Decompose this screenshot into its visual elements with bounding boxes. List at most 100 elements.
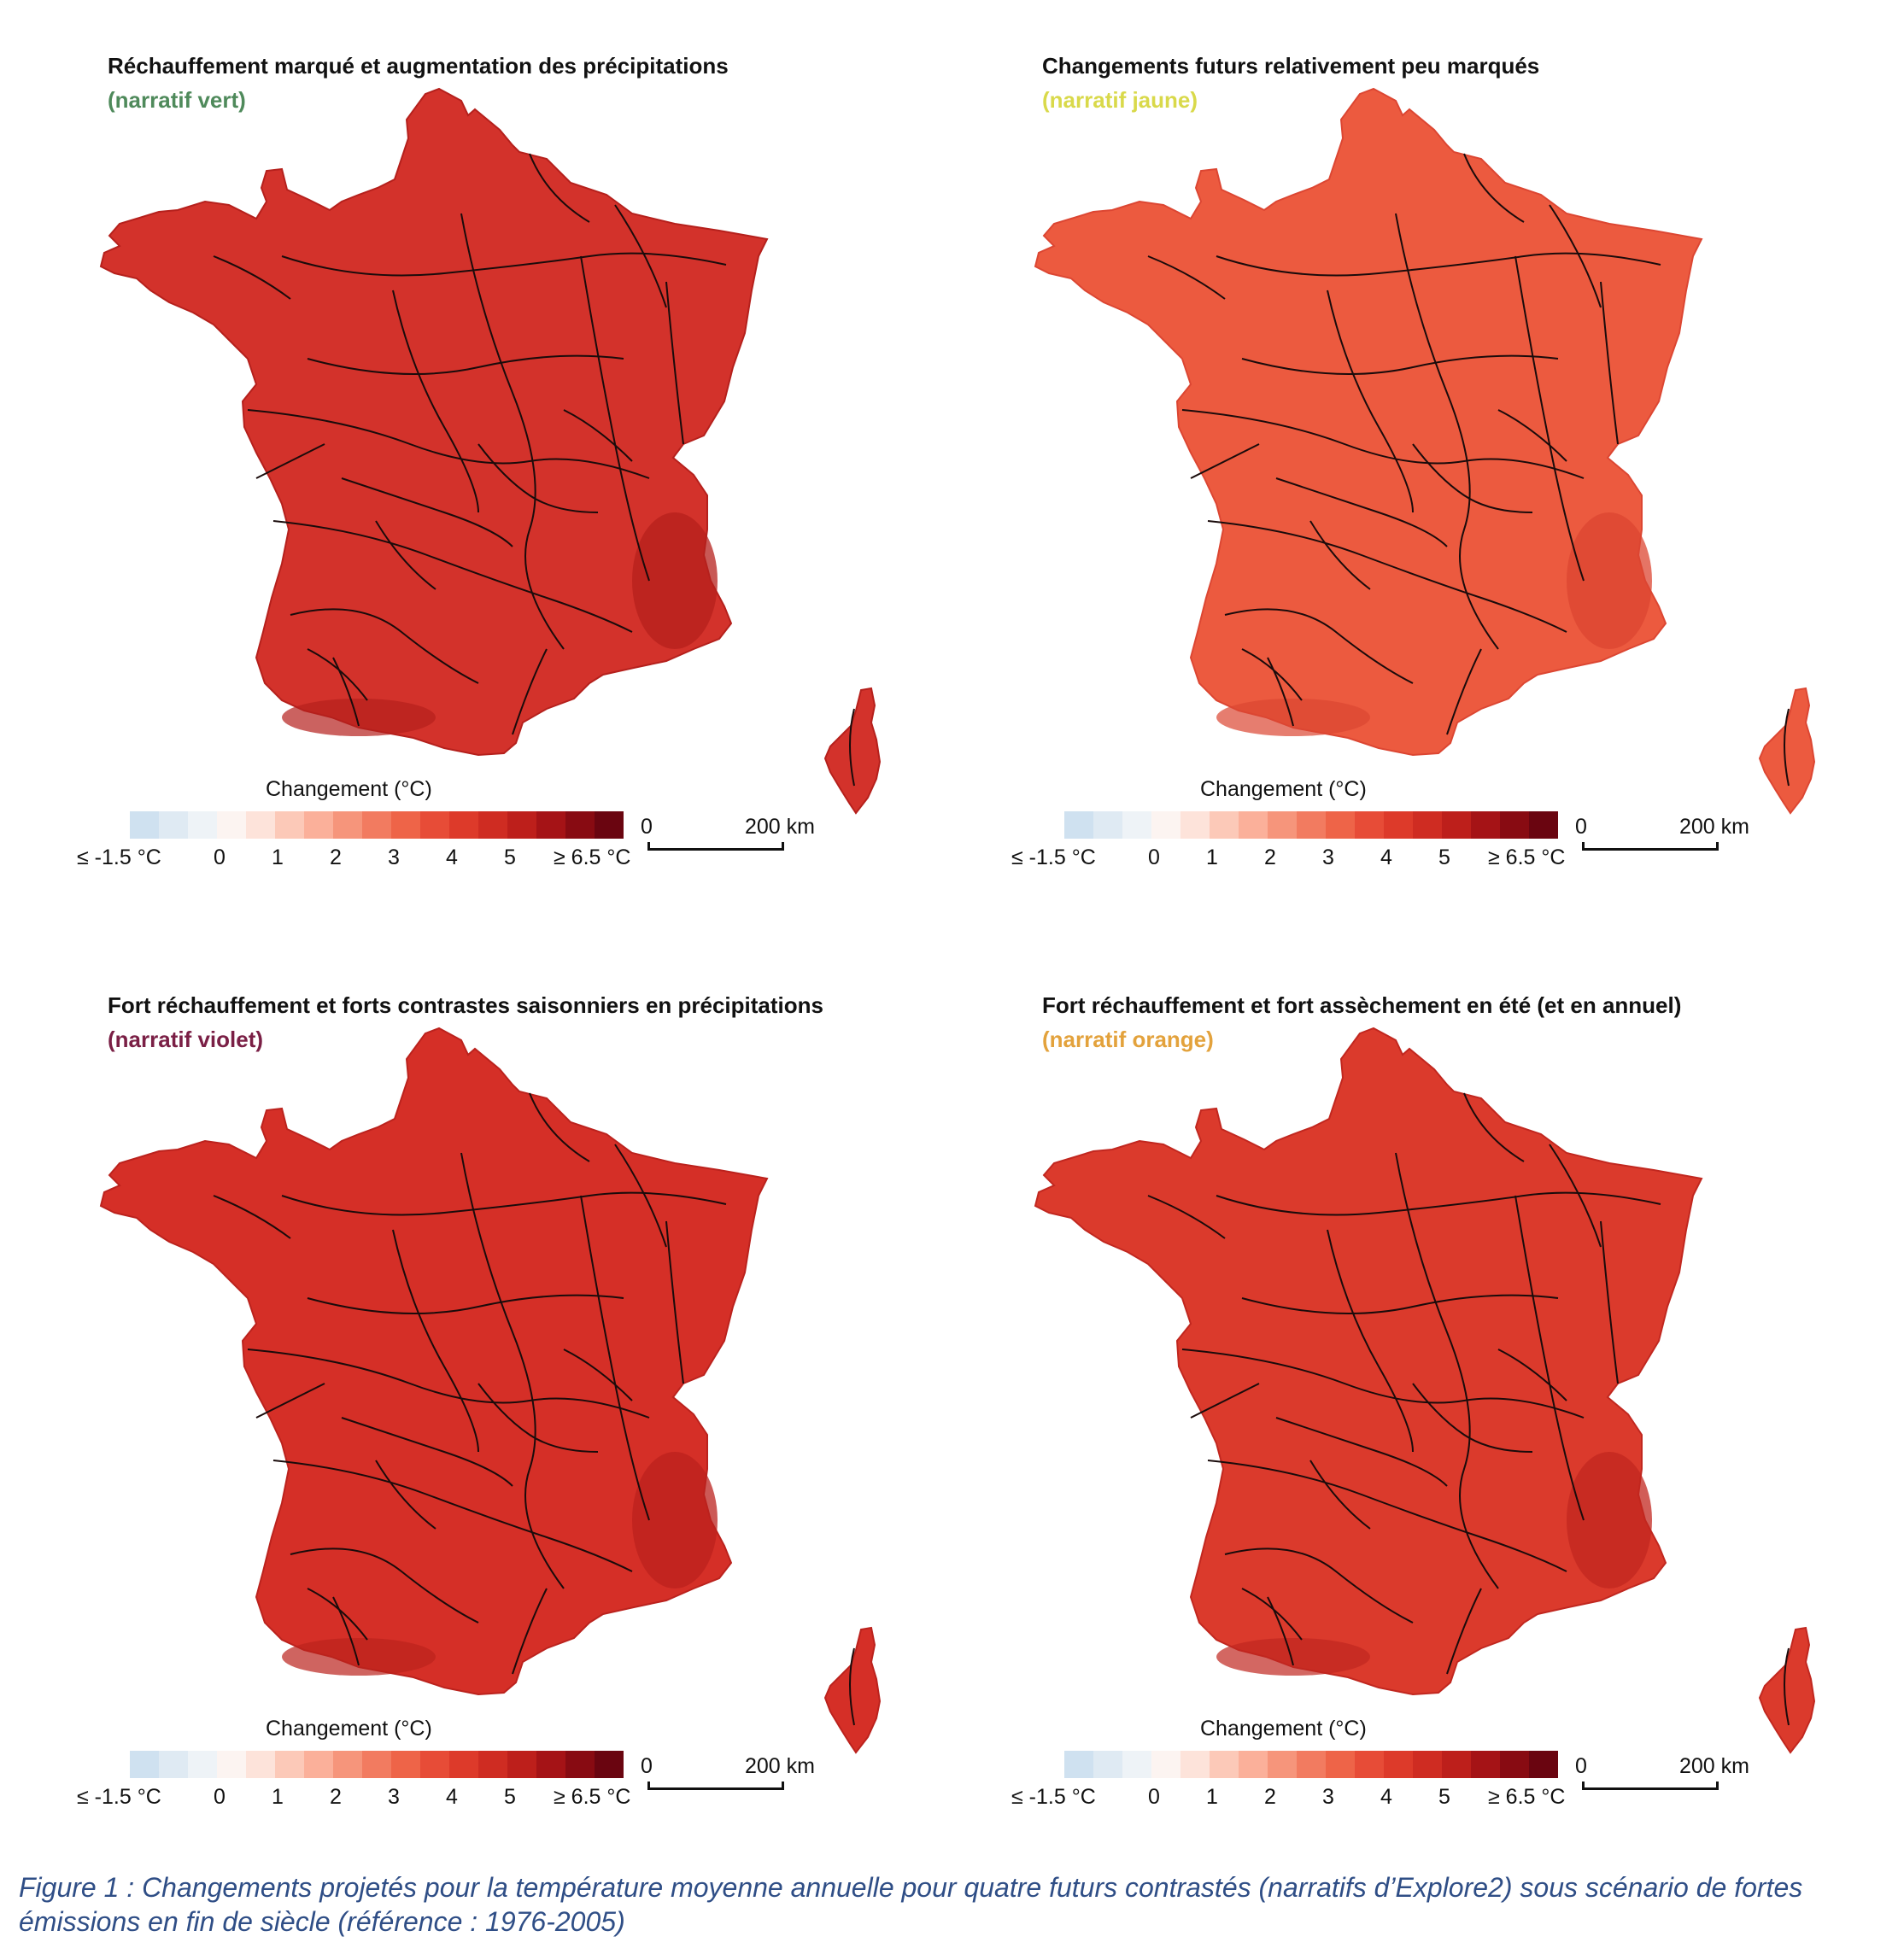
legend-tick-label: 5 (504, 1785, 516, 1809)
river-line (1514, 255, 1585, 582)
legend-swatch (246, 1751, 275, 1778)
legend-tick-label: 4 (446, 1785, 458, 1809)
legend-swatch (275, 811, 304, 839)
legend-tick-label: ≥ 6.5 °C (1488, 1785, 1566, 1809)
legend-swatch (1500, 811, 1529, 839)
river-line (1207, 1460, 1567, 1572)
river-line (290, 608, 479, 684)
legend-tick-label: 1 (272, 1785, 284, 1809)
river-line (375, 520, 436, 590)
river-line (849, 1647, 855, 1726)
legend-swatch (1442, 811, 1471, 839)
panel-title: Fort réchauffement et fort assèchement e… (1042, 992, 1682, 1018)
river-line (255, 1383, 325, 1419)
mainland-france-shape (99, 1027, 769, 1696)
legend-swatch (217, 1751, 246, 1778)
corsica-shape (823, 687, 882, 815)
legend-swatch (159, 1751, 188, 1778)
legend-swatch (391, 1751, 420, 1778)
legend-swatch (1268, 811, 1297, 839)
river-line (1309, 520, 1371, 590)
legend-swatch (1384, 811, 1413, 839)
legend-tick-label: 5 (504, 845, 516, 869)
alps-warming-zone (632, 512, 718, 649)
legend-tick-label: 4 (446, 845, 458, 869)
river-line (247, 1349, 650, 1419)
legend-swatch (1064, 811, 1093, 839)
alps-warming-zone (632, 1452, 718, 1588)
river-line (1395, 213, 1499, 650)
legend-swatch (188, 1751, 217, 1778)
river-line (272, 1460, 633, 1572)
legend-swatch (391, 811, 420, 839)
scale-zero-label: 0 (641, 815, 653, 839)
legend-tick-label: 4 (1380, 1785, 1392, 1809)
river-line (580, 1195, 650, 1521)
legend-swatch (1122, 811, 1151, 839)
legend-tick-label: 0 (214, 845, 226, 869)
river-line (614, 204, 667, 308)
legend-swatch (1413, 811, 1442, 839)
legend-swatch (1093, 811, 1122, 839)
river-line (1309, 1460, 1371, 1530)
river-line (1446, 1588, 1482, 1675)
river-line (1395, 1152, 1499, 1589)
pyrenees-warming-zone (1216, 1638, 1370, 1676)
legend-swatch (478, 811, 507, 839)
river-line (529, 1092, 590, 1162)
river-line (307, 1294, 624, 1314)
legend-tick-label: 1 (1206, 845, 1218, 869)
scale-distance-label: 200 km (1679, 815, 1749, 839)
river-line (1549, 1144, 1602, 1248)
river-line (290, 1548, 479, 1624)
river-line (1784, 708, 1790, 787)
pyrenees-warming-zone (282, 1638, 436, 1676)
river-line (1190, 1383, 1260, 1419)
panel-subtitle: (narratif violet) (108, 1027, 264, 1052)
river-line (512, 648, 548, 735)
map-panel-violet: Fort réchauffement et forts contrastes s… (0, 939, 940, 1836)
river-line (1497, 1349, 1567, 1401)
legend-swatch (536, 811, 565, 839)
river-line (477, 1383, 599, 1453)
legend-swatch (1210, 811, 1239, 839)
map-panel-orange: Fort réchauffement et fort assèchement e… (934, 939, 1874, 1836)
legend-swatch (1384, 1751, 1413, 1778)
legend-swatch (1239, 1751, 1268, 1778)
panel-title: Fort réchauffement et forts contrastes s… (108, 992, 823, 1018)
river-line (1412, 1383, 1533, 1453)
legend-swatch (507, 811, 536, 839)
legend-swatch (1326, 1751, 1355, 1778)
river-line (1549, 204, 1602, 308)
pyrenees-warming-zone (1216, 699, 1370, 736)
legend-swatch (246, 811, 275, 839)
legend-swatch (565, 1751, 595, 1778)
scale-bar (1582, 1782, 1719, 1790)
river-line (1412, 443, 1533, 513)
legend-swatch (362, 811, 391, 839)
legend-swatch (420, 1751, 449, 1778)
river-line (529, 153, 590, 223)
river-line (341, 477, 513, 547)
scale-bar (1582, 842, 1719, 851)
legend-tick-label: 3 (388, 1785, 400, 1809)
river-line (1224, 608, 1414, 684)
legend-swatch (304, 811, 333, 839)
river-line (1216, 252, 1661, 277)
river-line (1241, 354, 1559, 375)
river-line (1181, 409, 1585, 479)
legend-swatch (507, 1751, 536, 1778)
alps-warming-zone (1567, 512, 1652, 649)
legend-swatch (1297, 811, 1326, 839)
legend-swatch (595, 1751, 624, 1778)
panel-title: Réchauffement marqué et augmentation des… (108, 53, 729, 79)
legend-swatch (1297, 1751, 1326, 1778)
river-line (247, 409, 650, 479)
legend-swatch (595, 811, 624, 839)
river-line (332, 657, 360, 727)
scale-distance-label: 200 km (745, 815, 815, 839)
legend-swatch (1151, 1751, 1180, 1778)
legend-swatch (304, 1751, 333, 1778)
scale-bar (647, 1782, 784, 1790)
legend-swatch (188, 811, 217, 839)
